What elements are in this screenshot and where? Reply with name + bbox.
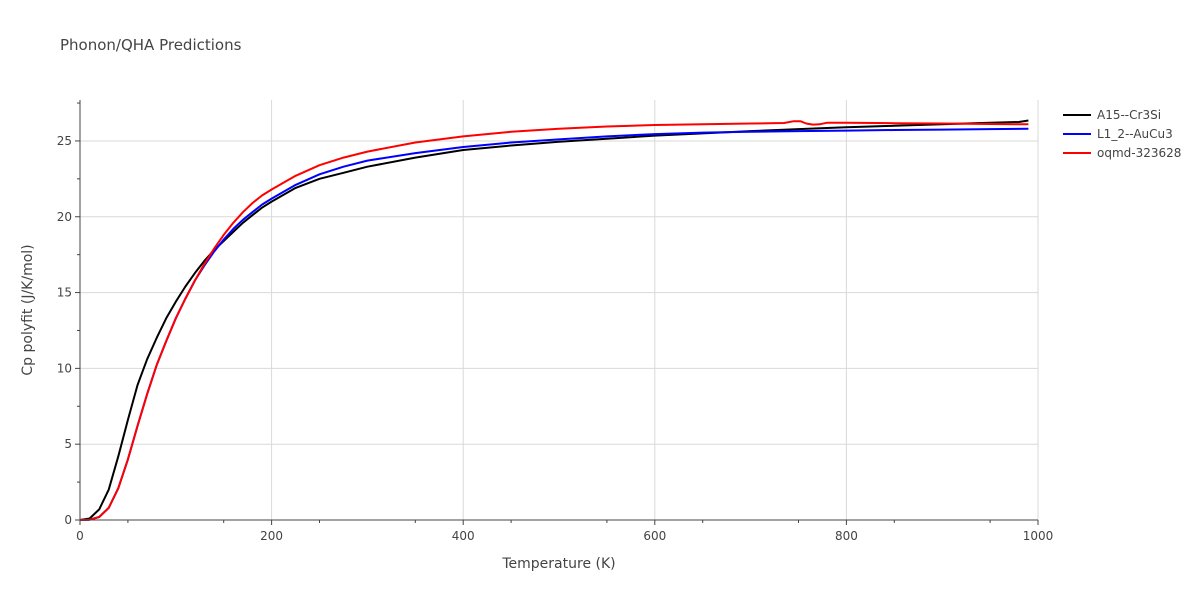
legend-item-0[interactable]: A15--Cr3Si (1063, 108, 1161, 122)
axes (75, 100, 1039, 525)
x-axis-label: Temperature (K) (501, 556, 615, 572)
y-tick-label: 0 (64, 513, 72, 527)
y-tick-label: 5 (64, 437, 72, 451)
y-tick-label: 20 (57, 210, 72, 224)
series-line-0 (79, 119, 1029, 521)
legend-label: L1_2--AuCu3 (1097, 127, 1173, 141)
series-line-2 (79, 120, 1029, 521)
tick-labels: 0 200 400 600 800 1000 0 5 10 15 20 25 (57, 134, 1054, 543)
x-tick-label: 0 (76, 529, 84, 543)
y-tick-label: 25 (57, 134, 72, 148)
series-line-1 (79, 127, 1029, 521)
y-axis-label: Cp polyfit (J/K/mol) (20, 244, 36, 375)
legend-label: A15--Cr3Si (1097, 108, 1161, 122)
x-tick-label: 1000 (1023, 529, 1054, 543)
legend-item-2[interactable]: oqmd-323628 (1063, 146, 1181, 160)
series-lines (79, 119, 1029, 521)
y-tick-label: 10 (57, 361, 72, 375)
x-tick-label: 400 (452, 529, 475, 543)
grid (80, 100, 1039, 520)
chart-title: Phonon/QHA Predictions (60, 36, 242, 54)
x-tick-label: 600 (643, 529, 666, 543)
x-tick-label: 800 (835, 529, 858, 543)
legend-label: oqmd-323628 (1097, 146, 1181, 160)
legend-item-1[interactable]: L1_2--AuCu3 (1063, 127, 1173, 141)
x-tick-label: 200 (260, 529, 283, 543)
y-tick-label: 15 (57, 286, 72, 300)
legend[interactable]: A15--Cr3Si L1_2--AuCu3 oqmd-323628 (1063, 108, 1181, 160)
